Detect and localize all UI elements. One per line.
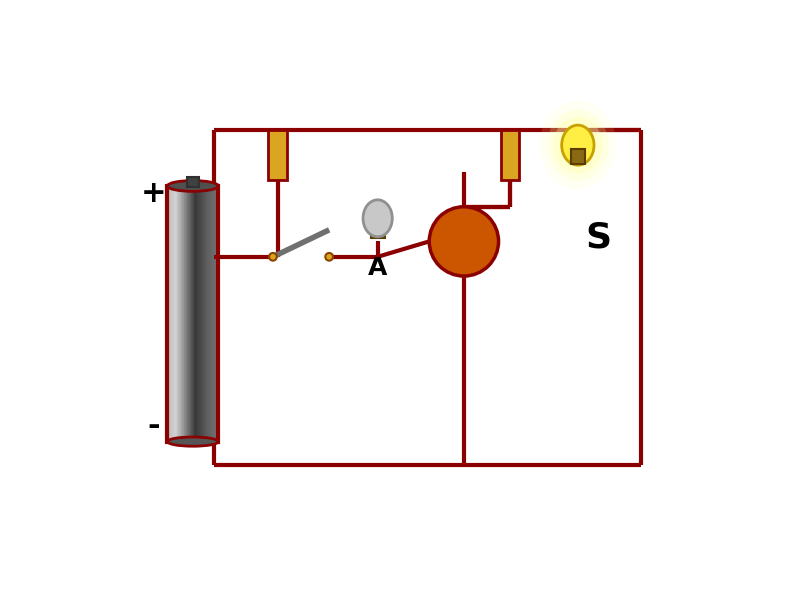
Bar bbox=[186, 178, 199, 187]
Circle shape bbox=[269, 253, 277, 260]
Bar bbox=[571, 149, 585, 164]
Circle shape bbox=[326, 253, 333, 260]
Ellipse shape bbox=[167, 181, 218, 191]
Ellipse shape bbox=[554, 117, 602, 173]
Ellipse shape bbox=[167, 437, 218, 446]
Ellipse shape bbox=[363, 200, 392, 237]
Bar bbox=[268, 130, 287, 180]
Ellipse shape bbox=[539, 101, 616, 190]
Text: +: + bbox=[141, 179, 166, 208]
Bar bbox=[501, 130, 519, 180]
Bar bbox=[167, 186, 218, 442]
Text: S: S bbox=[586, 221, 612, 254]
Text: -: - bbox=[147, 412, 160, 440]
Ellipse shape bbox=[547, 110, 609, 181]
Circle shape bbox=[430, 207, 498, 276]
Text: A: A bbox=[368, 256, 387, 280]
Ellipse shape bbox=[562, 125, 594, 165]
Bar bbox=[370, 224, 385, 238]
